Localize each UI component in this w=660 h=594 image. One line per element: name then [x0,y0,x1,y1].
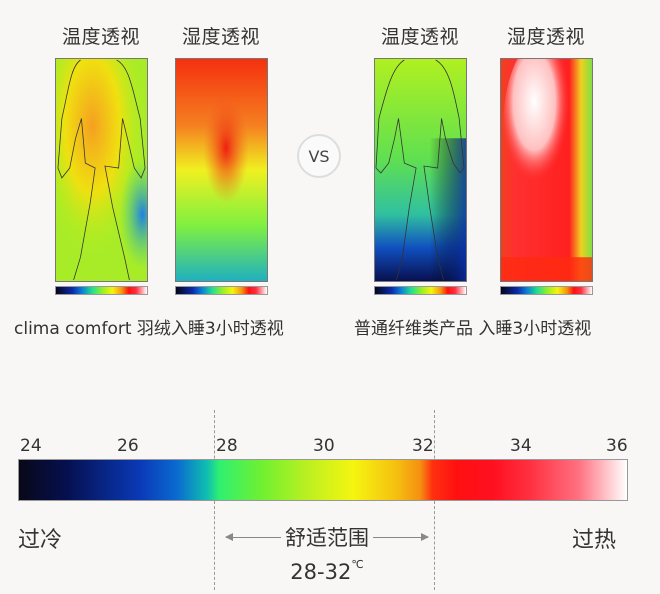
right-humidity-title: 湿度透视 [506,26,585,48]
celsius-unit: ℃ [351,558,364,571]
scale-tick-26: 26 [117,436,139,456]
right-temp-title: 温度透视 [380,26,459,48]
too-cold-label: 过冷 [18,528,63,553]
right-arrow-icon [373,532,429,541]
comfort-range-label: 舒适范围 [285,526,369,550]
comfort-range-indicator: 舒适范围 [222,522,432,552]
scale-tick-30: 30 [313,436,335,456]
left-temp-mini-colorbar [55,286,148,295]
scale-tick-32: 32 [412,436,434,456]
right-humidity-heatmap [500,58,593,282]
left-humidity-heatmap [175,58,268,282]
too-hot-label: 过热 [572,528,617,553]
scale-tick-34: 34 [510,436,532,456]
scale-tick-36: 36 [606,436,628,456]
right-caption: 普通纤维类产品 入睡3小时透视 [354,319,592,339]
left-caption: clima comfort 羽绒入睡3小时透视 [14,319,284,339]
left-humidity-mini-colorbar [175,286,268,295]
right-humidity-mini-colorbar [500,286,593,295]
scale-tick-24: 24 [20,436,42,456]
comfort-range-value: 28-32℃ [222,558,432,584]
left-temp-title: 温度透视 [61,26,140,48]
right-temperature-heatmap [374,58,467,282]
left-humidity-title: 湿度透视 [181,26,260,48]
left-arrow-icon [225,532,281,541]
temperature-color-scale [18,459,628,501]
scale-tick-28: 28 [216,436,238,456]
right-temp-mini-colorbar [374,286,467,295]
comfort-range-numbers: 28-32 [290,560,352,584]
left-temperature-heatmap [55,58,148,282]
vs-badge: VS [297,134,341,178]
